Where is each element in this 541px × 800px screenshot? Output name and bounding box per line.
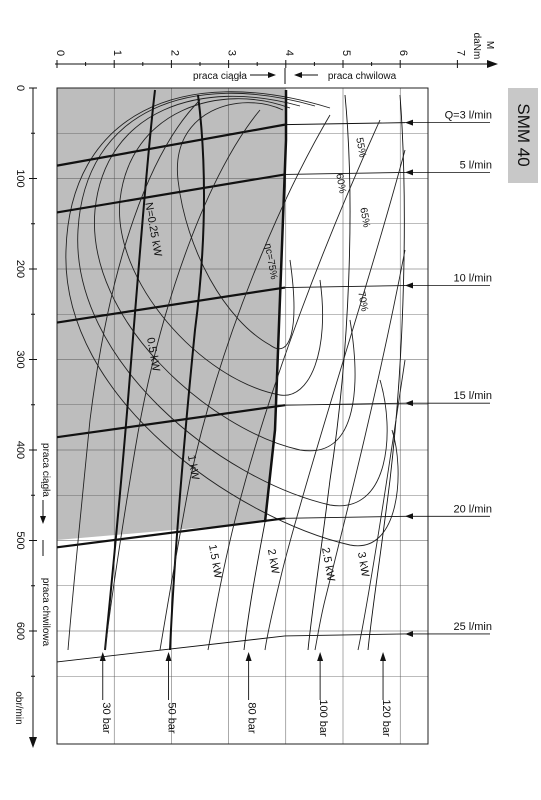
power-curve-2 xyxy=(264,149,406,651)
power-curve-2.5 xyxy=(314,249,406,651)
efficiency-label-70: 70% xyxy=(355,291,369,313)
pressure-line-80 xyxy=(263,90,288,523)
efficiency-label-55: 55% xyxy=(353,137,367,159)
flow-arrow-5 xyxy=(405,630,413,637)
pressure-label-0: 30 bar xyxy=(100,702,112,734)
speed-tick-label-4: 400 xyxy=(14,441,26,459)
torque-tick-label-4: 4 xyxy=(283,50,295,56)
power-curve-1.5 xyxy=(207,119,381,651)
power-label-2: 2 kW xyxy=(265,548,281,575)
torque-tick-label-5: 5 xyxy=(340,50,352,56)
flow-line-ext-0 xyxy=(284,122,406,126)
efficiency-contours xyxy=(65,91,399,547)
flow-line-ext-2 xyxy=(284,285,406,288)
speed-axis-label: obr/min xyxy=(13,691,24,724)
pressure-arrow-0 xyxy=(99,652,106,661)
efficiency-contour-65 xyxy=(94,95,356,452)
power-curve-1 xyxy=(159,114,331,651)
flow-line-ext-1 xyxy=(284,171,406,175)
flow-label-3: 15 l/min xyxy=(453,390,492,402)
pressure-line-100 xyxy=(307,94,351,651)
pressure-arrow-4 xyxy=(380,652,387,661)
flow-label-0: Q=3 l/min xyxy=(445,110,492,122)
speed-axis-arrow xyxy=(29,737,37,748)
intermittent-label-left: praca chwilowa xyxy=(40,578,51,647)
pressure-lines xyxy=(104,89,405,651)
continuous-label-left: praca ciągła xyxy=(40,443,51,497)
pressure-labels: 30 bar 50 bar 80 bar 100 bar 120 bar xyxy=(99,652,392,737)
flow-line-1 xyxy=(56,173,286,214)
pressure-line-120 xyxy=(367,94,405,651)
pressure-arrow-2 xyxy=(245,652,252,661)
efficiency-label-60: 60% xyxy=(333,173,347,195)
power-curve-0.5 xyxy=(104,109,261,651)
intermittent-label-top: praca chwilowa xyxy=(328,71,397,82)
speed-tick-label-5: 500 xyxy=(14,531,26,549)
pressure-line-30 xyxy=(104,89,156,651)
torque-tick-label-1: 1 xyxy=(111,50,123,56)
pressure-arrow-1 xyxy=(165,652,172,661)
flow-arrow-1 xyxy=(405,169,413,176)
efficiency-label-65: 65% xyxy=(357,207,371,229)
speed-ticks: 0 100 200 300 400 500 600 xyxy=(14,85,37,677)
torque-tick-label-3: 3 xyxy=(226,50,238,56)
flow-line-2 xyxy=(56,286,286,324)
efficiency-contour-55 xyxy=(65,91,399,547)
power-curves xyxy=(67,99,406,651)
flow-arrow-3 xyxy=(405,400,413,407)
power-curve-3 xyxy=(357,359,406,651)
pressure-label-3: 100 bar xyxy=(317,699,329,737)
power-label-1.5: 1.5 kW xyxy=(206,544,224,580)
flow-label-1: 5 l/min xyxy=(460,159,492,171)
efficiency-contour-60 xyxy=(77,92,388,507)
speed-tick-label-3: 300 xyxy=(14,350,26,368)
pressure-label-2: 80 bar xyxy=(246,702,258,734)
flow-line-ext-3 xyxy=(284,402,406,406)
model-label-box xyxy=(508,88,538,183)
torque-tick-label-7: 7 xyxy=(454,50,466,56)
flow-line-ext-5 xyxy=(284,633,406,637)
pressure-line-80-ext xyxy=(243,521,266,651)
flow-line-4 xyxy=(56,517,286,549)
torque-tick-label-2: 2 xyxy=(168,50,180,56)
power-label-2.5: 2.5 kW xyxy=(319,547,337,583)
power-label-0.5: 0.5 kW xyxy=(144,337,162,373)
torque-tick-label-6: 6 xyxy=(397,50,409,56)
pressure-arrow-3 xyxy=(317,652,324,661)
efficiency-contour-70 xyxy=(119,98,324,396)
flow-label-5: 25 l/min xyxy=(453,621,492,633)
pressure-line-50 xyxy=(169,94,205,651)
speed-tick-label-6: 600 xyxy=(14,622,26,640)
flow-label-2: 10 l/min xyxy=(453,273,492,285)
pressure-label-4: 120 bar xyxy=(380,699,392,737)
chart-frame xyxy=(56,87,429,745)
power-label-3: 3 kW xyxy=(355,551,371,578)
torque-ticks: 0 1 2 3 4 5 6 7 xyxy=(54,50,466,68)
flow-arrow-4 xyxy=(405,513,413,520)
flow-arrow-0 xyxy=(405,119,413,126)
torque-axis-label: M xyxy=(484,41,495,49)
continuous-label-top: praca ciągła xyxy=(193,71,247,82)
pressure-label-1: 50 bar xyxy=(166,702,178,734)
flow-line-0 xyxy=(56,123,286,167)
speed-tick-label-0: 0 xyxy=(14,85,26,91)
speed-tick-label-1: 100 xyxy=(14,169,26,187)
torque-axis-unit: daNm xyxy=(471,33,482,60)
flow-lines: Q=3 l/min 5 l/min 10 l/min 15 l/min 20 l/min… xyxy=(56,110,492,663)
speed-tick-label-2: 200 xyxy=(14,260,26,278)
flow-line-3 xyxy=(56,404,286,439)
flow-label-4: 20 l/min xyxy=(453,503,492,515)
torque-tick-label-0: 0 xyxy=(54,50,66,56)
flow-arrow-2 xyxy=(405,282,413,289)
power-curve-0.25 xyxy=(67,99,201,651)
torque-axis-arrow xyxy=(487,60,498,68)
power-label-1: 1 kW xyxy=(185,454,201,481)
efficiency-contour-75 xyxy=(176,102,295,350)
